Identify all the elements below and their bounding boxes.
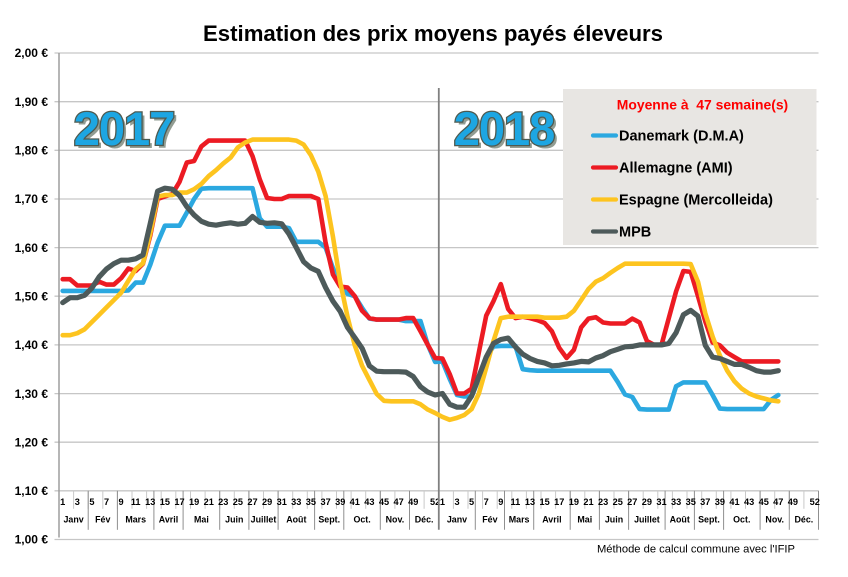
svg-text:25: 25 (613, 497, 623, 507)
svg-text:15: 15 (539, 497, 549, 507)
svg-text:35: 35 (686, 497, 696, 507)
svg-text:37: 37 (320, 497, 330, 507)
svg-text:7: 7 (104, 497, 109, 507)
svg-text:2017: 2017 (74, 102, 175, 155)
svg-text:27: 27 (627, 497, 637, 507)
svg-text:Danemark (D.M.A): Danemark (D.M.A) (619, 129, 744, 145)
svg-text:1: 1 (60, 497, 65, 507)
svg-text:52: 52 (810, 497, 820, 507)
svg-text:1,80 €: 1,80 € (15, 144, 49, 158)
svg-text:33: 33 (671, 497, 681, 507)
svg-text:17: 17 (554, 497, 564, 507)
svg-text:1,30 €: 1,30 € (15, 387, 49, 401)
svg-text:Mai: Mai (577, 515, 592, 525)
svg-text:Sept.: Sept. (318, 515, 340, 525)
svg-text:19: 19 (189, 497, 199, 507)
svg-text:Fév: Fév (482, 515, 497, 525)
svg-text:35: 35 (306, 497, 316, 507)
svg-text:1,20 €: 1,20 € (15, 435, 49, 449)
svg-text:21: 21 (583, 497, 593, 507)
svg-text:2,00 €: 2,00 € (15, 46, 49, 60)
svg-text:Fév: Fév (95, 515, 110, 525)
svg-text:5: 5 (469, 497, 474, 507)
svg-text:47: 47 (393, 497, 403, 507)
svg-text:Janv: Janv (63, 515, 83, 525)
svg-text:MPB: MPB (619, 225, 651, 241)
svg-text:Estimation des prix moyens pay: Estimation des prix moyens payés éleveur… (203, 21, 663, 46)
svg-text:13: 13 (525, 497, 535, 507)
svg-text:2018: 2018 (457, 105, 558, 158)
svg-text:Août: Août (286, 515, 306, 525)
svg-text:31: 31 (277, 497, 287, 507)
svg-text:1,50 €: 1,50 € (15, 289, 49, 303)
svg-text:43: 43 (364, 497, 374, 507)
svg-text:Juin: Juin (225, 515, 243, 525)
svg-text:19: 19 (569, 497, 579, 507)
svg-text:1,00 €: 1,00 € (15, 533, 49, 547)
svg-text:25: 25 (233, 497, 243, 507)
svg-text:41: 41 (729, 497, 739, 507)
svg-text:1,10 €: 1,10 € (15, 484, 49, 498)
svg-text:29: 29 (262, 497, 272, 507)
svg-text:Juin: Juin (605, 515, 623, 525)
svg-text:37: 37 (700, 497, 710, 507)
svg-text:13: 13 (145, 497, 155, 507)
svg-text:2017: 2017 (77, 105, 178, 158)
svg-text:Juillet: Juillet (634, 515, 660, 525)
svg-text:39: 39 (715, 497, 725, 507)
svg-text:Août: Août (670, 515, 690, 525)
svg-text:Avril: Avril (159, 515, 178, 525)
svg-text:49: 49 (788, 497, 798, 507)
svg-text:Allemagne (AMI): Allemagne (AMI) (619, 161, 733, 177)
svg-text:Oct.: Oct. (353, 515, 370, 525)
svg-text:17: 17 (174, 497, 184, 507)
svg-text:7: 7 (484, 497, 489, 507)
svg-text:33: 33 (291, 497, 301, 507)
svg-text:Mars: Mars (509, 515, 530, 525)
svg-text:Déc.: Déc. (795, 515, 814, 525)
svg-text:45: 45 (759, 497, 769, 507)
svg-text:23: 23 (598, 497, 608, 507)
svg-text:Mai: Mai (194, 515, 209, 525)
svg-text:2018: 2018 (454, 102, 555, 155)
svg-text:Déc.: Déc. (415, 515, 434, 525)
svg-text:39: 39 (335, 497, 345, 507)
svg-text:31: 31 (656, 497, 666, 507)
svg-text:52: 52 (430, 497, 440, 507)
svg-text:Moyenne à 47 semaine(s): Moyenne à 47 semaine(s) (617, 97, 788, 113)
svg-text:1: 1 (440, 497, 445, 507)
svg-text:Oct.: Oct. (733, 515, 750, 525)
svg-text:47: 47 (773, 497, 783, 507)
svg-text:21: 21 (204, 497, 214, 507)
svg-text:49: 49 (408, 497, 418, 507)
svg-text:1,70 €: 1,70 € (15, 192, 49, 206)
svg-text:1,60 €: 1,60 € (15, 241, 49, 255)
svg-text:Méthode de calcul commune avec: Méthode de calcul commune avec l'IFIP (597, 544, 795, 556)
svg-text:Juillet: Juillet (251, 515, 277, 525)
svg-text:Nov.: Nov. (765, 515, 784, 525)
svg-text:Avril: Avril (542, 515, 561, 525)
svg-text:9: 9 (119, 497, 124, 507)
svg-text:11: 11 (511, 497, 521, 507)
svg-text:3: 3 (454, 497, 459, 507)
svg-text:Sept.: Sept. (698, 515, 720, 525)
svg-text:1,40 €: 1,40 € (15, 338, 49, 352)
svg-text:29: 29 (642, 497, 652, 507)
svg-text:3: 3 (75, 497, 80, 507)
svg-text:Nov.: Nov. (386, 515, 405, 525)
svg-text:5: 5 (89, 497, 94, 507)
svg-text:Mars: Mars (125, 515, 146, 525)
svg-text:15: 15 (160, 497, 170, 507)
svg-text:Janv: Janv (447, 515, 467, 525)
svg-text:Espagne (Mercolleida): Espagne (Mercolleida) (619, 193, 773, 209)
svg-text:43: 43 (744, 497, 754, 507)
svg-text:27: 27 (247, 497, 257, 507)
svg-text:41: 41 (350, 497, 360, 507)
svg-text:1,90 €: 1,90 € (15, 95, 49, 109)
svg-text:9: 9 (498, 497, 503, 507)
svg-text:11: 11 (131, 497, 141, 507)
svg-text:45: 45 (379, 497, 389, 507)
svg-text:23: 23 (218, 497, 228, 507)
